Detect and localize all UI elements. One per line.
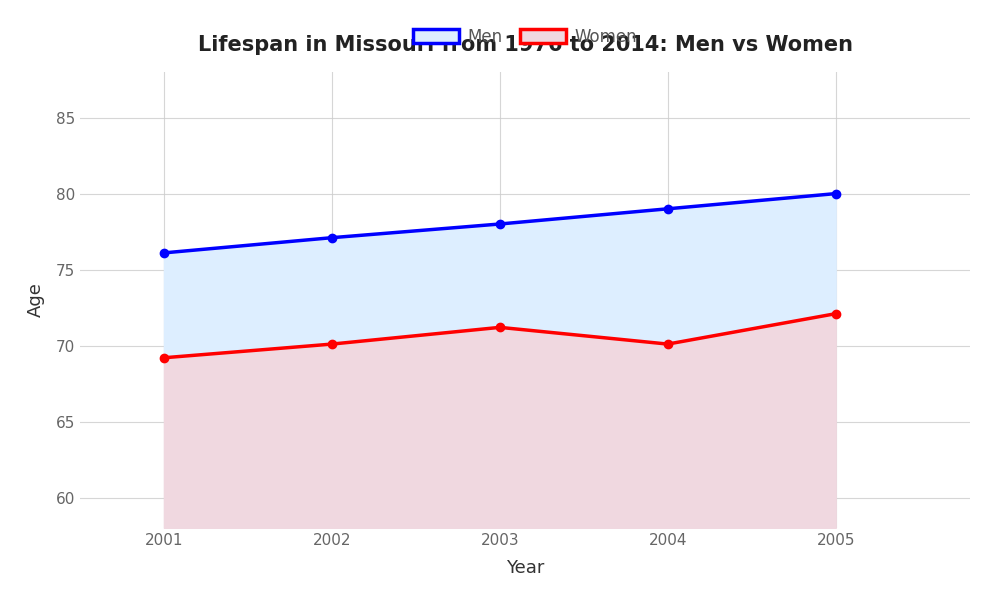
X-axis label: Year: Year	[506, 559, 544, 577]
Legend: Men, Women: Men, Women	[406, 21, 644, 52]
Y-axis label: Age: Age	[27, 283, 45, 317]
Title: Lifespan in Missouri from 1976 to 2014: Men vs Women: Lifespan in Missouri from 1976 to 2014: …	[198, 35, 852, 55]
